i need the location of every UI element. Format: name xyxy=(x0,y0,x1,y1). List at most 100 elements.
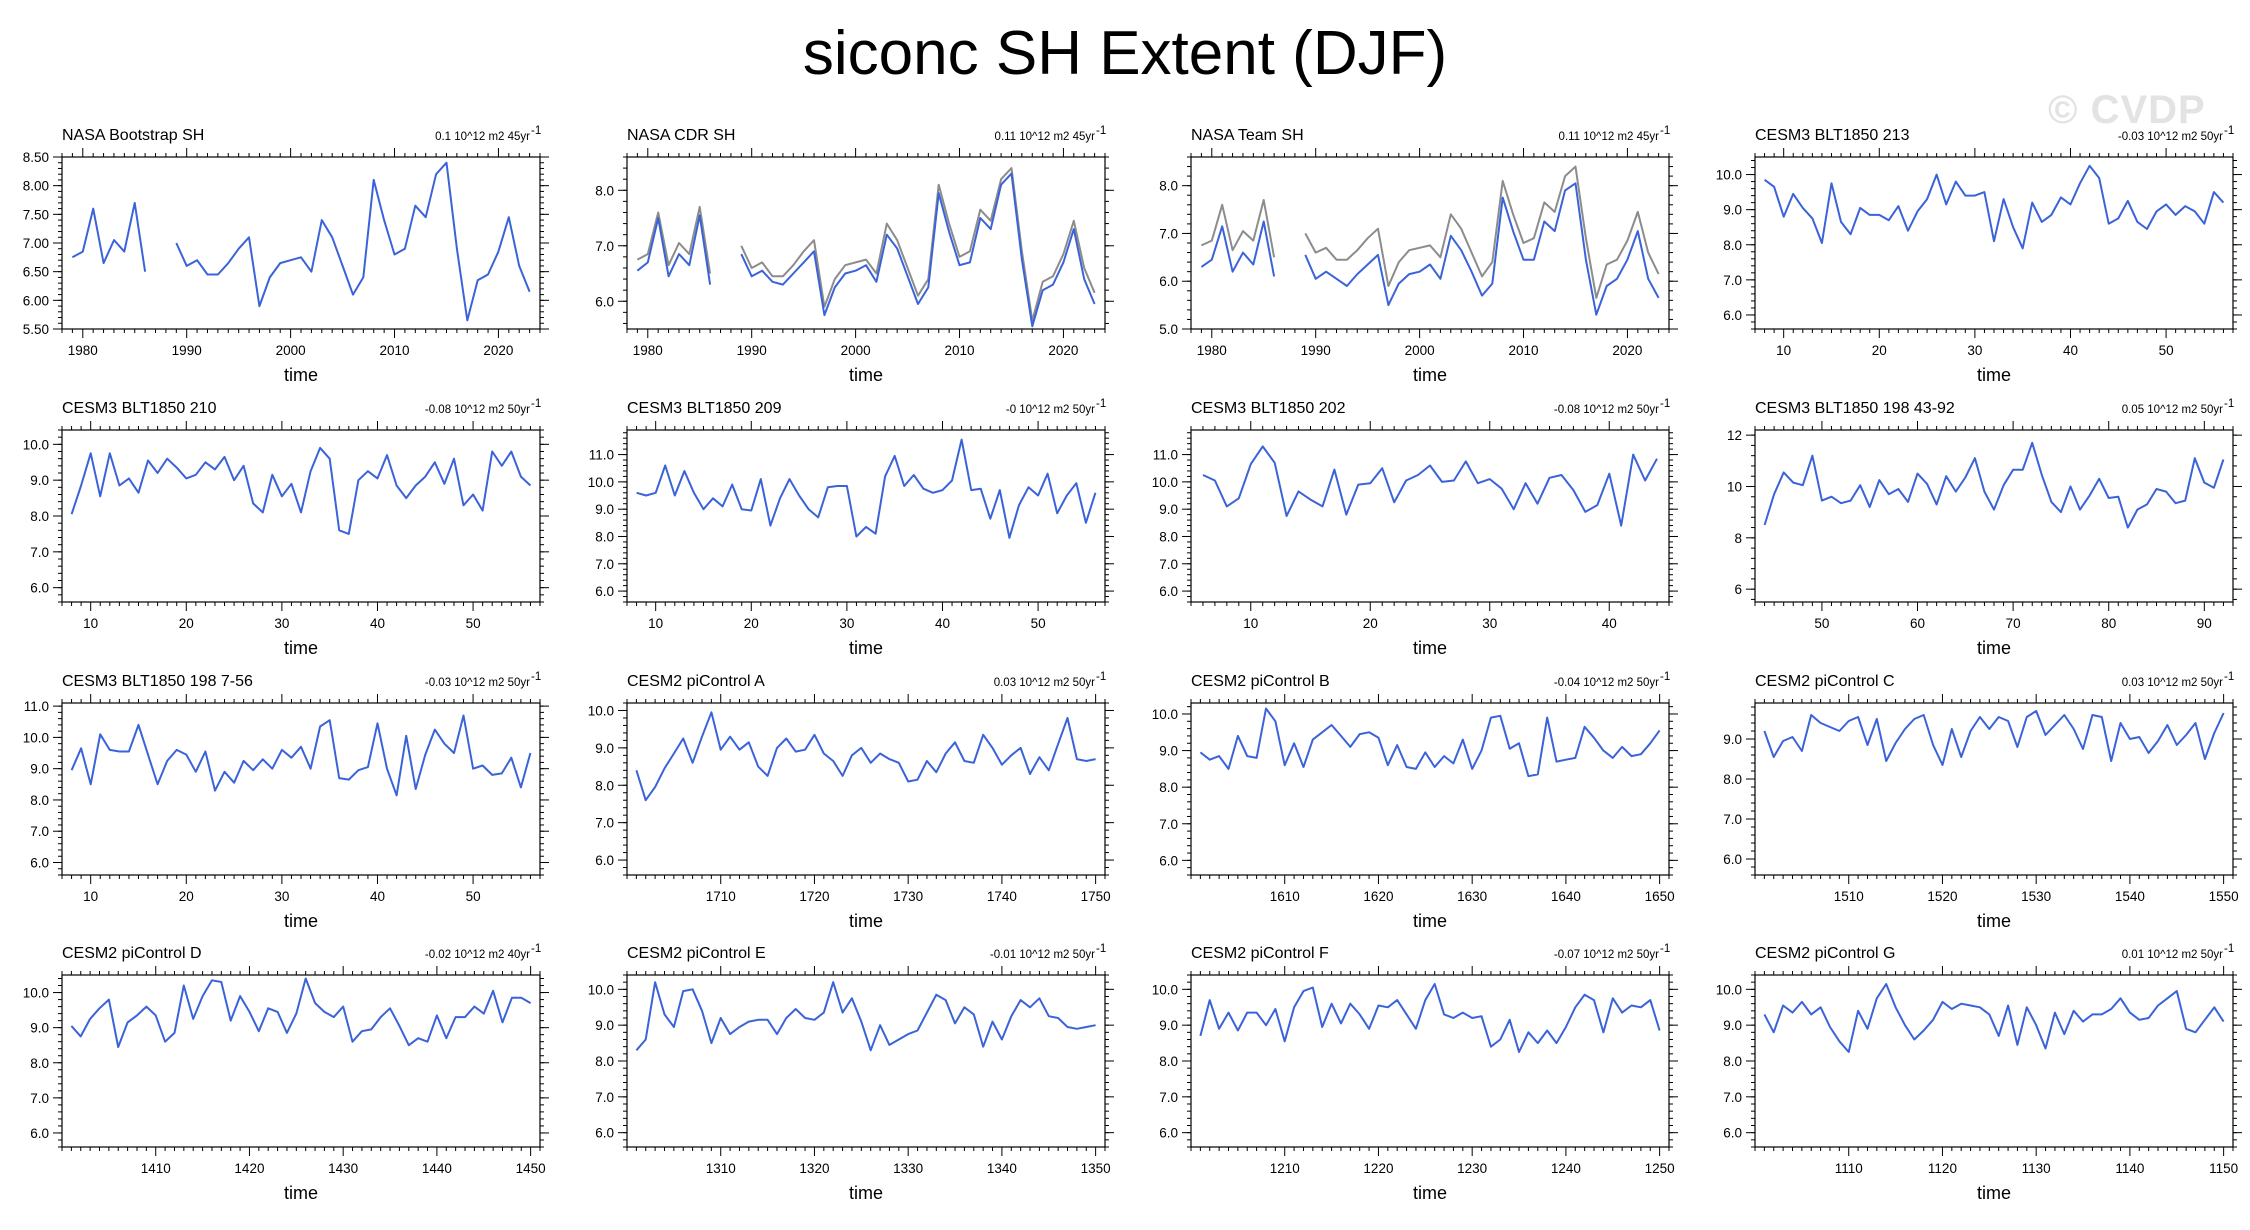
y-tick-label: 8.0 xyxy=(595,1054,614,1069)
x-tick-label: 1450 xyxy=(516,1161,546,1176)
x-tick-label: 1250 xyxy=(1645,1161,1675,1176)
x-axis-label: time xyxy=(284,1183,318,1203)
y-tick-label: 6.00 xyxy=(23,293,49,308)
y-tick-label: 8.0 xyxy=(30,793,49,808)
x-tick-label: 50 xyxy=(466,616,481,631)
panel-trend-exponent: -1 xyxy=(1660,125,1670,137)
x-tick-label: 1340 xyxy=(987,1161,1017,1176)
x-axis-label: time xyxy=(1977,638,2011,658)
x-tick-label: 1640 xyxy=(1551,889,1581,904)
panel-5: CESM3 BLT1850 210 -0.08 10^12 m2 50yr -1 10… xyxy=(23,398,549,658)
x-tick-label: 1310 xyxy=(706,1161,736,1176)
y-tick-label: 6.0 xyxy=(1723,852,1742,867)
y-tick-label: 9.0 xyxy=(30,1021,49,1036)
panel-title: CESM2 piControl C xyxy=(1755,673,1895,690)
y-tick-label: 9.0 xyxy=(30,762,49,777)
x-tick-label: 30 xyxy=(274,616,289,631)
plot-frame xyxy=(1190,974,1670,1148)
x-tick-label: 30 xyxy=(274,889,289,904)
x-tick-label: 1410 xyxy=(141,1161,171,1176)
x-tick-label: 1110 xyxy=(1835,1161,1863,1176)
x-tick-label: 1990 xyxy=(737,343,767,358)
x-tick-label: 2010 xyxy=(1508,343,1538,358)
y-tick-label: 7.0 xyxy=(1159,226,1178,241)
x-tick-label: 20 xyxy=(179,889,194,904)
panel-7: CESM3 BLT1850 202 -0.08 10^12 m2 50yr -1 10… xyxy=(1152,398,1678,658)
y-tick-label: 10.0 xyxy=(588,703,614,718)
y-tick-label: 8.0 xyxy=(1723,238,1742,253)
panel-title: NASA CDR SH xyxy=(627,127,735,144)
cvdp-watermark: © CVDP xyxy=(2048,88,2206,132)
x-tick-label: 1610 xyxy=(1270,889,1300,904)
x-tick-label: 2020 xyxy=(1612,343,1642,358)
x-axis-label: time xyxy=(849,1183,883,1203)
panel-1: NASA Bootstrap SH 0.1 10^12 m2 45yr -1 1980… xyxy=(23,125,549,385)
panel-13: CESM2 piControl D -0.02 10^12 m2 40yr -1 14… xyxy=(23,943,549,1203)
panel-trend-exponent: -1 xyxy=(1660,671,1670,683)
x-axis-label: time xyxy=(1413,1183,1447,1203)
x-tick-label: 60 xyxy=(1910,616,1925,631)
model-series-line xyxy=(1763,983,2225,1053)
y-tick-label: 8 xyxy=(1734,531,1742,546)
y-tick-label: 6.0 xyxy=(30,855,49,870)
panel-trend: -0.08 10^12 m2 50yr xyxy=(425,404,530,416)
plot-frame xyxy=(1190,156,1670,330)
x-tick-label: 1230 xyxy=(1457,1161,1487,1176)
x-tick-label: 1980 xyxy=(68,343,98,358)
x-tick-label: 1730 xyxy=(893,889,923,904)
model-series-line xyxy=(70,446,532,535)
x-tick-label: 1530 xyxy=(2021,889,2051,904)
panel-trend-exponent: -1 xyxy=(2224,671,2234,683)
panel-title: CESM3 BLT1850 198 7-56 xyxy=(62,673,253,690)
plot-frame xyxy=(61,702,541,876)
x-axis-label: time xyxy=(849,638,883,658)
panel-trend: -0.03 10^12 m2 50yr xyxy=(425,677,530,689)
y-tick-label: 7.0 xyxy=(1723,812,1742,827)
model-series-line xyxy=(635,981,1096,1052)
plot-frame xyxy=(61,156,541,330)
x-tick-label: 50 xyxy=(1814,616,1829,631)
y-tick-label: 12 xyxy=(1727,428,1742,443)
y-tick-label: 8.50 xyxy=(23,150,49,165)
x-tick-label: 30 xyxy=(1967,343,1982,358)
model-series-line xyxy=(636,172,1096,328)
panel-6: CESM3 BLT1850 209 -0 10^12 m2 50yr -1 10 20 3… xyxy=(588,398,1114,658)
panel-14: CESM2 piControl E -0.01 10^12 m2 50yr -1 13… xyxy=(588,943,1114,1203)
plot-frame xyxy=(1754,702,2234,876)
x-tick-label: 1150 xyxy=(2209,1161,2238,1176)
panel-trend: 0.05 10^12 m2 50yr xyxy=(2122,404,2223,416)
model-series-line xyxy=(1202,445,1658,527)
x-tick-label: 10 xyxy=(1243,616,1258,631)
panel-trend: 0.11 10^12 m2 45yr xyxy=(1559,131,1660,143)
y-tick-label: 8.0 xyxy=(595,529,614,544)
panel-trend: 0.03 10^12 m2 50yr xyxy=(994,677,1095,689)
x-tick-label: 1980 xyxy=(1197,343,1227,358)
x-tick-label: 50 xyxy=(2159,343,2174,358)
y-tick-label: 9.0 xyxy=(1723,203,1742,218)
y-tick-label: 5.0 xyxy=(1159,322,1178,337)
panel-15: CESM2 piControl F -0.07 10^12 m2 50yr -1 12… xyxy=(1152,943,1678,1203)
y-tick-label: 9.0 xyxy=(1723,1018,1742,1033)
x-tick-label: 1620 xyxy=(1363,889,1393,904)
panel-trend-exponent: -1 xyxy=(1096,943,1106,955)
x-tick-label: 2010 xyxy=(944,343,974,358)
x-axis-label: time xyxy=(1413,911,1447,931)
panel-trend: -0.02 10^12 m2 40yr xyxy=(425,949,530,961)
x-tick-label: 1430 xyxy=(328,1161,358,1176)
x-axis-label: time xyxy=(284,911,318,931)
y-tick-label: 6.0 xyxy=(1723,1126,1742,1141)
y-tick-label: 6.0 xyxy=(30,1126,49,1141)
y-tick-label: 8.0 xyxy=(1723,772,1742,787)
x-tick-label: 70 xyxy=(2006,616,2021,631)
y-tick-label: 8.0 xyxy=(1159,529,1178,544)
y-tick-label: 10.0 xyxy=(1152,982,1178,997)
model-series-line xyxy=(1200,182,1660,316)
panel-trend-exponent: -1 xyxy=(531,398,541,410)
x-tick-label: 1320 xyxy=(799,1161,829,1176)
y-tick-label: 11.0 xyxy=(1153,448,1178,463)
x-tick-label: 2000 xyxy=(276,343,306,358)
panel-title: CESM3 BLT1850 210 xyxy=(62,400,217,417)
panel-trend-exponent: -1 xyxy=(2224,125,2234,137)
x-tick-label: 1990 xyxy=(172,343,202,358)
